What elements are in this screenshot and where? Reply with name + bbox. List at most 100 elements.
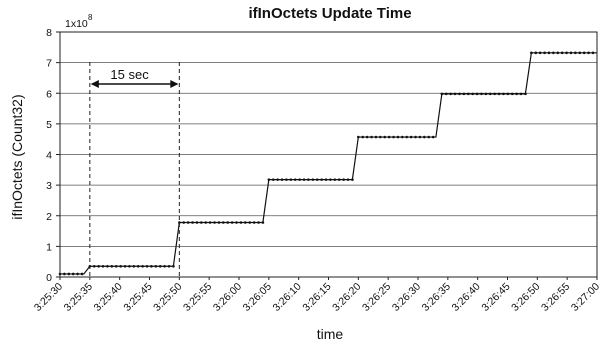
series-point <box>163 264 166 268</box>
series-point <box>200 221 203 224</box>
series-point <box>293 178 297 181</box>
series-point <box>252 221 256 224</box>
x-tick-label: 3:27:00 <box>569 281 600 314</box>
series-point <box>67 272 71 276</box>
series-point <box>141 264 144 268</box>
series-point <box>466 92 470 96</box>
series-point <box>396 135 400 139</box>
x-tick-label: 3:25:40 <box>92 281 125 314</box>
series-point <box>315 178 319 181</box>
series-point <box>101 264 105 268</box>
annotation-arrowhead-left <box>90 80 99 88</box>
x-axis-label: time <box>317 326 344 342</box>
x-tick-label: 3:26:50 <box>509 281 542 314</box>
series-point <box>226 221 230 224</box>
y-tick-label: 5 <box>46 119 52 131</box>
series-point <box>530 51 533 55</box>
series-point <box>63 272 66 276</box>
series-point <box>591 51 595 55</box>
series-point <box>298 178 301 181</box>
series-point <box>158 264 162 268</box>
series-point <box>302 178 306 181</box>
series-point <box>506 92 510 96</box>
series-point <box>379 135 382 139</box>
y-tick-label: 6 <box>46 88 52 100</box>
series-point <box>493 92 496 96</box>
series-point <box>502 92 505 96</box>
series-point <box>213 221 216 224</box>
series-point <box>538 51 542 55</box>
series-point <box>320 178 323 181</box>
series-point <box>329 178 332 181</box>
series-point <box>76 272 79 276</box>
series-point <box>167 264 171 268</box>
series-point <box>132 264 136 268</box>
series-point <box>534 51 538 55</box>
y-multiplier: 1x10 <box>65 18 88 30</box>
series-point <box>280 178 284 181</box>
series-point <box>405 135 409 139</box>
x-tick-label: 3:26:15 <box>300 281 333 314</box>
series-point <box>556 51 560 55</box>
series-point <box>480 92 483 96</box>
series-point <box>515 92 518 96</box>
series-point <box>346 178 350 181</box>
chart-title: ifInOctets Update Time <box>248 5 411 22</box>
series-point <box>271 178 275 181</box>
series-point <box>178 221 181 224</box>
series-point <box>524 92 527 96</box>
series-point <box>80 272 84 276</box>
series-point <box>497 92 501 96</box>
y-multiplier-exponent: 8 <box>88 13 93 22</box>
series-point <box>136 264 140 268</box>
series-point <box>235 221 238 224</box>
series-point <box>191 221 194 224</box>
series-point <box>307 178 310 181</box>
x-tick-label: 3:25:30 <box>32 281 65 314</box>
series-point <box>92 264 96 268</box>
series-point <box>230 221 234 224</box>
series-line <box>60 52 597 275</box>
series-point <box>370 135 373 139</box>
series-point <box>208 221 212 224</box>
series-point <box>475 92 479 96</box>
series-point <box>324 178 328 181</box>
y-tick-label: 4 <box>46 150 52 162</box>
series-point <box>119 264 122 268</box>
x-tick-label: 3:26:35 <box>420 281 453 314</box>
x-tick-label: 3:25:55 <box>181 281 214 314</box>
y-tick-label: 2 <box>46 211 52 223</box>
x-tick-label: 3:26:55 <box>539 281 572 314</box>
x-tick-label: 3:26:10 <box>271 281 304 314</box>
series-point <box>351 178 354 181</box>
series-point <box>431 135 435 139</box>
annotation-label: 15 sec <box>110 67 149 82</box>
series-point <box>547 51 551 55</box>
series-point <box>154 264 158 268</box>
series-point <box>195 221 199 224</box>
series-point <box>409 135 413 139</box>
series-point <box>471 92 474 96</box>
x-tick-label: 3:25:45 <box>121 281 154 314</box>
y-axis-label: ifInOctets (Count32) <box>9 94 25 219</box>
series-point <box>383 135 387 139</box>
series-point <box>204 221 208 224</box>
series-point <box>182 221 186 224</box>
series-point <box>449 92 452 96</box>
series-point <box>519 92 523 96</box>
series-point <box>239 221 243 224</box>
series-point <box>88 264 92 268</box>
series-point <box>145 264 149 268</box>
series-point <box>106 264 109 268</box>
series-point <box>543 51 546 55</box>
series-point <box>427 135 431 139</box>
series-point <box>289 178 293 181</box>
series-point <box>569 51 573 55</box>
y-tick-label: 8 <box>46 27 52 39</box>
series-point <box>222 221 225 224</box>
series-point <box>267 178 271 181</box>
x-ticks: 3:25:303:25:353:25:403:25:453:25:503:25:… <box>32 277 600 314</box>
series-point <box>123 264 127 268</box>
series-point <box>462 92 466 96</box>
